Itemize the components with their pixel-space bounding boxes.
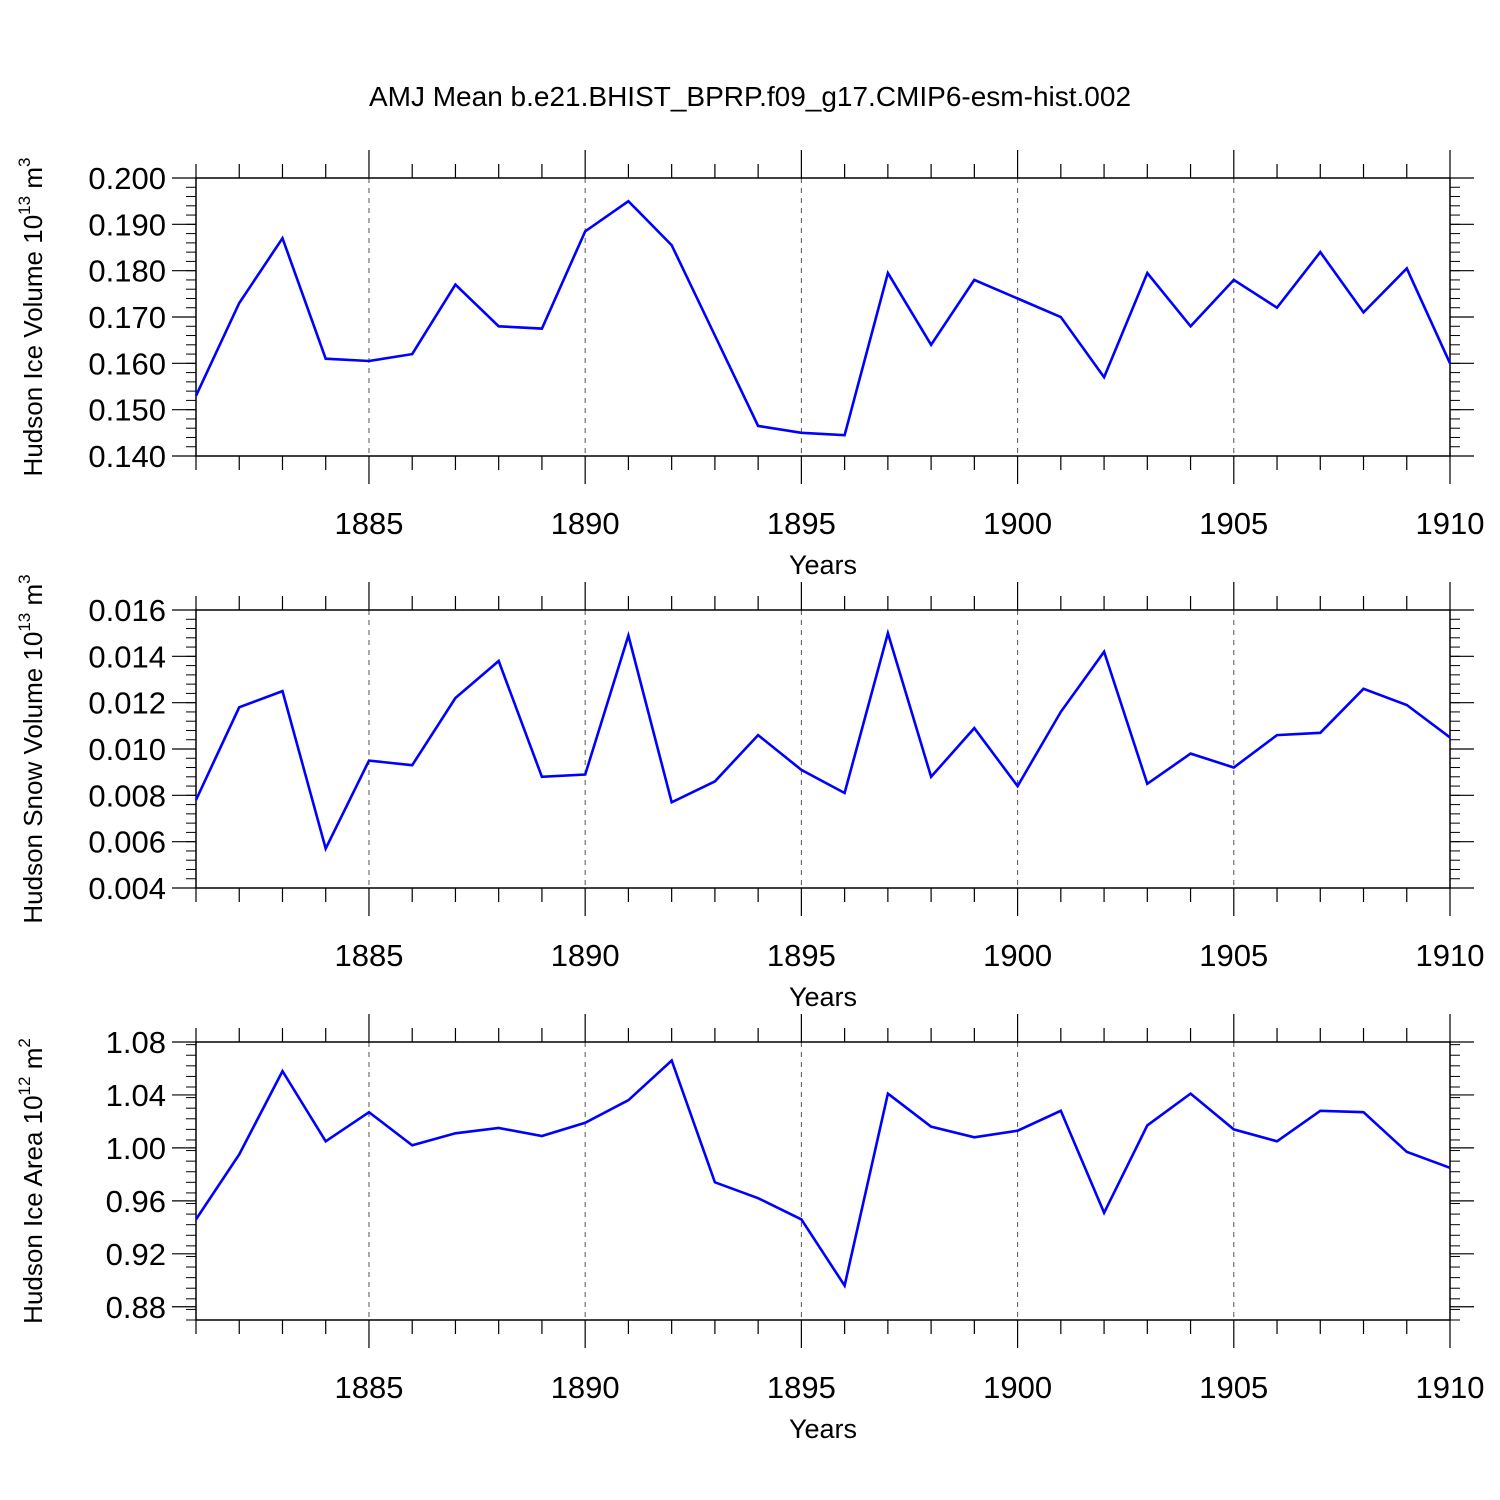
x-tick-label: 1905 <box>1199 1370 1268 1405</box>
y-tick-label: 0.008 <box>88 778 166 813</box>
y-tick-label: 0.200 <box>88 161 166 196</box>
x-tick-label: 1885 <box>334 938 403 973</box>
chart-title: AMJ Mean b.e21.BHIST_BPRP.f09_g17.CMIP6-… <box>369 81 1131 112</box>
x-tick-label: 1895 <box>767 938 836 973</box>
x-tick-label: 1900 <box>983 506 1052 541</box>
y-tick-label: 0.96 <box>106 1184 166 1219</box>
x-axis-label: Years <box>789 550 857 580</box>
plot-frame <box>195 1041 1451 1321</box>
y-axis-label-unit: m <box>18 1048 48 1077</box>
y-axis-label-unit: m <box>18 167 48 196</box>
y-tick-label: 1.04 <box>106 1078 166 1113</box>
y-tick-label: 0.140 <box>88 439 166 474</box>
y-tick-label: 0.160 <box>88 346 166 381</box>
y-tick-label: 1.00 <box>106 1131 166 1166</box>
x-tick-label: 1895 <box>767 1370 836 1405</box>
y-axis-label-exponent: 12 <box>15 1077 34 1096</box>
y-axis-label-exponent: 13 <box>15 613 34 632</box>
x-tick-label: 1910 <box>1416 938 1485 973</box>
y-tick-label: 0.012 <box>88 686 166 721</box>
y-axis-label-exponent: 13 <box>15 196 34 215</box>
y-tick-label: 0.190 <box>88 207 166 242</box>
y-axis-label-unit-exponent: 3 <box>15 158 34 167</box>
series-line <box>194 199 1452 437</box>
y-axis-label-text: Hudson Snow Volume 10 <box>18 632 48 924</box>
y-tick-label: 0.004 <box>88 871 166 906</box>
y-tick-label: 1.08 <box>106 1025 166 1060</box>
panels: 1885 1890 1895 1900 1905 1910 0.140 0.150 0.160 0… <box>15 150 1484 1444</box>
y-axis-label-text: Hudson Ice Area 10 <box>18 1095 48 1323</box>
plot-frame <box>195 609 1451 889</box>
y-tick-label: 0.170 <box>88 300 166 335</box>
x-axis-label: Years <box>789 1414 857 1444</box>
y-tick-label: 0.014 <box>88 639 166 674</box>
y-tick-label: 0.010 <box>88 732 166 767</box>
y-axis-label-unit: m <box>18 584 48 613</box>
y-axis-label: Hudson Snow Volume 1013 m3 <box>15 574 48 923</box>
panel-1: 1885 1890 1895 1900 1905 1910 0.140 0.150 0.160 0… <box>15 150 1484 580</box>
y-tick-label: 0.92 <box>106 1237 166 1272</box>
y-tick-label: 0.150 <box>88 393 166 428</box>
y-tick-label: 0.88 <box>106 1290 166 1325</box>
x-tick-label: 1900 <box>983 938 1052 973</box>
y-axis-label: Hudson Ice Volume 1013 m3 <box>15 158 48 477</box>
x-tick-label: 1890 <box>551 938 620 973</box>
x-tick-label: 1905 <box>1199 938 1268 973</box>
y-axis-label: Hudson Ice Area 1012 m2 <box>15 1038 48 1324</box>
series-line <box>194 1058 1451 1289</box>
y-tick-label: 0.180 <box>88 254 166 289</box>
y-axis-label-text: Hudson Ice Volume 10 <box>18 215 48 477</box>
x-tick-label: 1895 <box>767 506 836 541</box>
y-tick-label: 0.006 <box>88 825 166 860</box>
x-tick-label: 1890 <box>551 1370 620 1405</box>
x-tick-label: 1885 <box>334 506 403 541</box>
x-axis-label: Years <box>789 982 857 1012</box>
plot-frame <box>195 177 1451 457</box>
series-line <box>194 628 1451 853</box>
x-tick-label: 1900 <box>983 1370 1052 1405</box>
y-tick-label: 0.016 <box>88 593 166 628</box>
x-tick-label: 1890 <box>551 506 620 541</box>
x-tick-label: 1910 <box>1416 506 1485 541</box>
y-axis-label-unit-exponent: 2 <box>15 1038 34 1047</box>
panel-3: 1885 1890 1895 1900 1905 1910 0.88 0.92 0.96 1.00… <box>15 1014 1484 1444</box>
x-tick-label: 1885 <box>334 1370 403 1405</box>
panel-2: 1885 1890 1895 1900 1905 1910 0.004 0.006 0.008 0… <box>15 574 1484 1012</box>
x-tick-label: 1910 <box>1416 1370 1485 1405</box>
x-tick-label: 1905 <box>1199 506 1268 541</box>
y-axis-label-unit-exponent: 3 <box>15 574 34 583</box>
